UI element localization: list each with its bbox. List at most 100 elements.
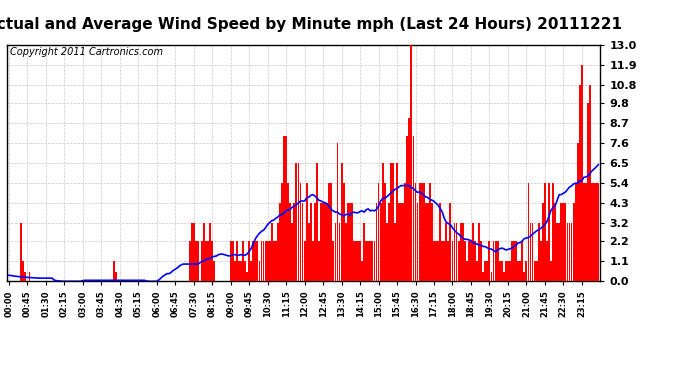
Bar <box>544 183 546 281</box>
Bar <box>281 183 283 281</box>
Bar <box>310 203 312 281</box>
Bar <box>255 241 256 281</box>
Bar <box>581 65 583 281</box>
Bar <box>552 183 554 281</box>
Bar <box>283 136 285 281</box>
Bar <box>470 241 472 281</box>
Bar <box>326 203 328 281</box>
Bar <box>302 203 304 281</box>
Bar <box>591 183 593 281</box>
Bar <box>22 261 24 281</box>
Bar <box>501 261 503 281</box>
Bar <box>331 183 333 281</box>
Bar <box>515 241 517 281</box>
Bar <box>367 241 369 281</box>
Bar <box>464 241 466 281</box>
Bar <box>242 241 244 281</box>
Bar <box>482 272 484 281</box>
Bar <box>240 261 242 281</box>
Text: Copyright 2011 Cartronics.com: Copyright 2011 Cartronics.com <box>10 47 163 57</box>
Bar <box>587 103 589 281</box>
Bar <box>575 183 577 281</box>
Bar <box>365 241 367 281</box>
Bar <box>398 203 400 281</box>
Bar <box>197 241 199 281</box>
Bar <box>353 241 355 281</box>
Bar <box>295 163 297 281</box>
Bar <box>335 223 336 281</box>
Bar <box>573 203 575 281</box>
Bar <box>583 183 585 281</box>
Bar <box>560 203 562 281</box>
Bar <box>279 203 281 281</box>
Bar <box>339 223 340 281</box>
Bar <box>291 223 293 281</box>
Bar <box>324 203 326 281</box>
Bar <box>468 241 470 281</box>
Bar <box>585 183 587 281</box>
Bar <box>257 241 258 281</box>
Text: Actual and Average Wind Speed by Minute mph (Last 24 Hours) 20111221: Actual and Average Wind Speed by Minute … <box>0 17 622 32</box>
Bar <box>337 143 338 281</box>
Bar <box>431 203 433 281</box>
Bar <box>195 241 197 281</box>
Bar <box>312 241 314 281</box>
Bar <box>232 241 234 281</box>
Bar <box>189 241 190 281</box>
Bar <box>373 241 375 281</box>
Bar <box>236 241 238 281</box>
Bar <box>287 183 289 281</box>
Bar <box>476 261 478 281</box>
Bar <box>24 272 26 281</box>
Bar <box>277 223 279 281</box>
Bar <box>427 203 428 281</box>
Bar <box>269 241 270 281</box>
Bar <box>419 183 420 281</box>
Bar <box>275 241 277 281</box>
Bar <box>466 261 468 281</box>
Bar <box>322 203 324 281</box>
Bar <box>404 183 406 281</box>
Bar <box>355 241 357 281</box>
Bar <box>230 241 232 281</box>
Bar <box>363 223 365 281</box>
Bar <box>318 241 320 281</box>
Bar <box>554 203 556 281</box>
Bar <box>293 203 295 281</box>
Bar <box>447 241 449 281</box>
Bar <box>308 223 310 281</box>
Bar <box>462 223 464 281</box>
Bar <box>388 203 390 281</box>
Bar <box>442 241 443 281</box>
Bar <box>505 261 506 281</box>
Bar <box>359 241 361 281</box>
Bar <box>190 223 193 281</box>
Bar <box>201 241 203 281</box>
Bar <box>299 183 302 281</box>
Bar <box>595 183 597 281</box>
Bar <box>209 223 211 281</box>
Bar <box>524 272 525 281</box>
Bar <box>455 223 457 281</box>
Bar <box>306 183 308 281</box>
Bar <box>445 223 447 281</box>
Bar <box>369 241 371 281</box>
Bar <box>417 203 418 281</box>
Bar <box>491 272 493 281</box>
Bar <box>478 223 480 281</box>
Bar <box>375 203 377 281</box>
Bar <box>244 261 246 281</box>
Bar <box>550 261 552 281</box>
Bar <box>474 241 476 281</box>
Bar <box>493 241 495 281</box>
Bar <box>193 223 195 281</box>
Bar <box>394 223 396 281</box>
Bar <box>115 272 117 281</box>
Bar <box>421 183 422 281</box>
Bar <box>522 241 523 281</box>
Bar <box>250 261 252 281</box>
Bar <box>444 241 445 281</box>
Bar <box>520 261 521 281</box>
Bar <box>526 261 527 281</box>
Bar <box>320 203 322 281</box>
